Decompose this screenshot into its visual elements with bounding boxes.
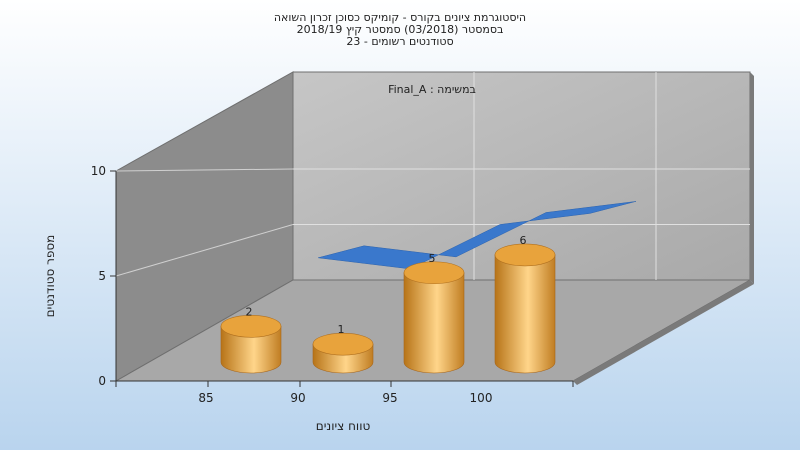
x-tick-label: 100 <box>470 391 493 405</box>
bar-value-label: 1 <box>338 323 345 336</box>
x-axis-title: טווח ציונים <box>316 419 371 433</box>
task-annotation: במשימה : Final_A <box>388 83 476 96</box>
bar-top-85-90 <box>220 314 282 338</box>
x-tick-label: 85 <box>198 391 213 405</box>
y-axis-title: מספר סטודנטים <box>43 235 57 318</box>
gridline-side-5 <box>115 224 294 277</box>
bar-top-100 <box>494 243 556 267</box>
bar-95-100 <box>403 272 465 374</box>
trend-band <box>317 201 637 270</box>
bar-85-90 <box>220 326 282 374</box>
x-tick-label: 90 <box>290 391 305 405</box>
bar-100 <box>494 254 556 374</box>
bar-value-label: 2 <box>246 305 253 318</box>
gridline-side-10 <box>115 168 294 172</box>
bar-value-label: 5 <box>429 252 436 265</box>
chart-title-line-2: בסמסטר (03/2018) סמסטר קיץ 2018/19 <box>296 23 504 36</box>
bar-top-90-95 <box>312 332 374 356</box>
y-tick-label: 5 <box>98 269 106 283</box>
floor-edge <box>573 280 754 385</box>
bar-value-label: 6 <box>520 234 527 247</box>
y-tick-label: 10 <box>91 164 106 178</box>
bar-top-95-100 <box>403 261 465 285</box>
chart-title-line-1: היסטוגרמת ציונים בקורס - קומיקס כסוכן זכ… <box>273 11 527 24</box>
back-wall-edge <box>750 72 754 284</box>
chart-title-line-3: סטודנטים רשומים - 23 <box>346 35 454 48</box>
y-tick-label: 0 <box>98 374 106 388</box>
x-tick-label: 95 <box>382 391 397 405</box>
